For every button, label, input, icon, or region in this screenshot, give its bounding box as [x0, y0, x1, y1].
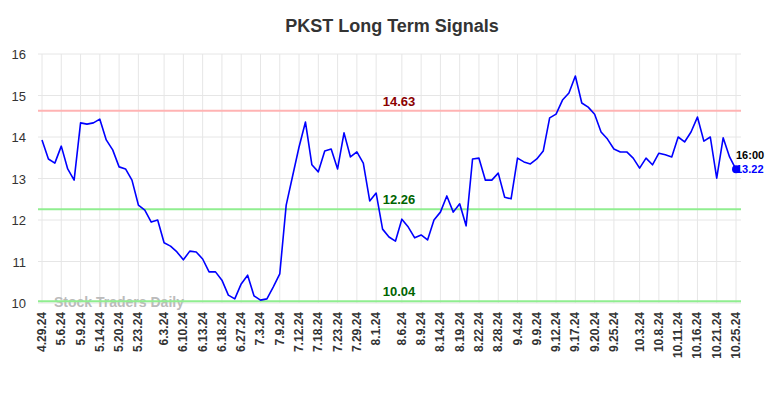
x-tick-label: 8.22.24 [472, 312, 486, 352]
grid-line [38, 178, 741, 179]
x-tick-label: 7.29.24 [350, 312, 364, 352]
grid-line [61, 54, 62, 303]
x-tick-label: 9.20.24 [588, 312, 602, 352]
x-tick-label: 6.3.24 [157, 312, 171, 346]
grid-line [658, 54, 659, 303]
x-tick-label: 6.18.24 [215, 312, 229, 352]
y-tick-label: 15 [12, 89, 26, 104]
grid-line [38, 54, 741, 55]
x-tick-label: 4.29.24 [35, 312, 49, 352]
grid-line [498, 54, 499, 303]
x-tick-label: 7.9.24 [273, 312, 287, 346]
grid-line [202, 54, 203, 303]
grid-line [221, 54, 222, 303]
grid-line [38, 261, 741, 262]
grid-line [164, 54, 165, 303]
x-tick-label: 10.16.24 [690, 312, 704, 359]
grid-line [38, 220, 741, 221]
grid-line [401, 54, 402, 303]
title: PKST Long Term Signals [285, 16, 499, 36]
x-tick-label: 8.19.24 [453, 312, 467, 352]
grid-line [337, 54, 338, 303]
signal-label: 12.26 [383, 192, 416, 207]
x-tick-label: 7.12.24 [292, 312, 306, 352]
grid-line [736, 54, 737, 303]
grid-line [478, 54, 479, 303]
grid-line [299, 54, 300, 303]
y-tick-label: 13 [12, 172, 26, 187]
x-tick-label: 9.4.24 [511, 312, 525, 346]
signal-line [38, 110, 741, 112]
x-tick-label: 10.3.24 [633, 312, 647, 352]
x-tick-label: 8.6.24 [395, 312, 409, 346]
x-tick-label: 7.23.24 [331, 312, 345, 352]
x-tick-label: 10.11.24 [671, 312, 685, 358]
x-tick-label: 5.14.24 [93, 312, 107, 352]
x-tick-label: 5.6.24 [54, 312, 68, 346]
y-tick-label: 12 [12, 213, 26, 228]
grid-line [697, 54, 698, 303]
x-tick-label: 10.8.24 [652, 312, 666, 352]
x-tick-label: 8.28.24 [491, 312, 505, 352]
grid-line [356, 54, 357, 303]
y-tick-label: 10 [12, 296, 26, 311]
grid-line [318, 54, 319, 303]
grid-line [80, 54, 81, 303]
time-label: 16:00 [736, 149, 764, 161]
grid-line [575, 54, 576, 303]
grid-line [138, 54, 139, 303]
x-tick-label: 8.14.24 [433, 312, 447, 352]
x-tick-label: 10.21.24 [710, 312, 724, 359]
grid-line [517, 54, 518, 303]
x-tick-label: 5.9.24 [74, 312, 88, 346]
y-tick-label: 11 [13, 255, 27, 270]
grid-line [99, 54, 100, 303]
signal-line [38, 300, 741, 302]
y-tick-label: 14 [12, 130, 26, 145]
grid-line [183, 54, 184, 303]
grid-line [613, 54, 614, 303]
x-tick-label: 10.25.24 [729, 312, 743, 359]
y-tick-label: 16 [12, 47, 26, 62]
signal-label: 10.04 [383, 284, 416, 299]
grid-line [459, 54, 460, 303]
x-tick-label: 9.9.24 [530, 312, 544, 346]
grid-line [639, 54, 640, 303]
grid-line [421, 54, 422, 303]
value-label: 13.22 [736, 163, 764, 175]
grid-line [594, 54, 595, 303]
grid-line [119, 54, 120, 303]
plot-area [38, 76, 741, 301]
chart: PKST Long Term Signals 10 11 12 13 14 15 16 4.29… [0, 0, 784, 398]
signal-label: 14.63 [383, 94, 416, 109]
grid-line [241, 54, 242, 303]
x-tick-label: 9.12.24 [549, 312, 563, 352]
x-tick-label: 7.3.24 [253, 312, 267, 346]
x-tick-label: 6.13.24 [196, 312, 210, 352]
grid-line [260, 54, 261, 303]
grid-line [38, 137, 741, 138]
x-tick-label: 8.1.24 [369, 312, 383, 346]
x-tick-label: 7.18.24 [311, 312, 325, 352]
x-tick-label: 5.20.24 [112, 312, 126, 352]
price-line [42, 76, 736, 300]
grid-line [556, 54, 557, 303]
x-tick-label: 8.9.24 [414, 312, 428, 346]
grid-line [42, 54, 43, 303]
x-tick-label: 9.25.24 [607, 312, 621, 352]
x-tick-label: 5.23.24 [131, 312, 145, 352]
x-tick-label: 9.17.24 [568, 312, 582, 352]
grid-line [376, 54, 377, 303]
grid-line [678, 54, 679, 303]
x-tick-label: 6.27.24 [234, 312, 248, 352]
x-tick-label: 6.10.24 [176, 312, 190, 352]
grid-line [440, 54, 441, 303]
grid-line [536, 54, 537, 303]
